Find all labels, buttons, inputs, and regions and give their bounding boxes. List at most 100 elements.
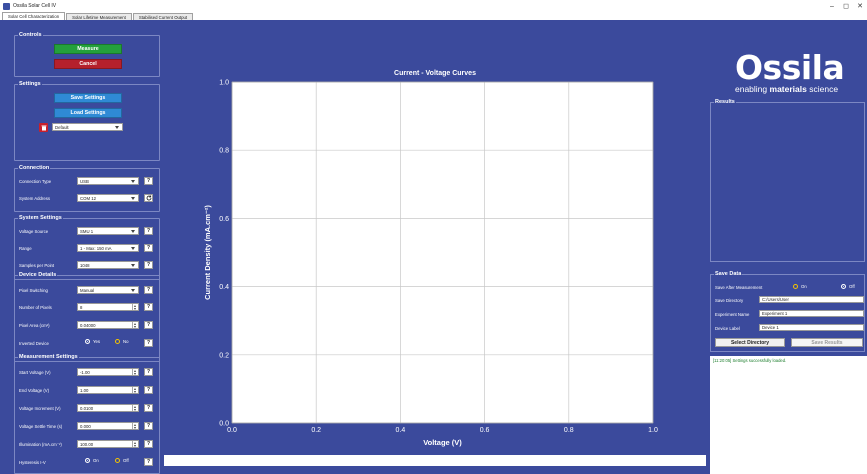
x-axis-label: Voltage (V) [423, 438, 462, 447]
help-icon[interactable]: ? [144, 386, 153, 394]
help-icon[interactable]: ? [144, 422, 153, 430]
ossila-logo: Ossila enabling materials science [735, 48, 855, 96]
radio-unselected-icon [793, 284, 798, 289]
radio-selected-icon [841, 284, 846, 289]
help-icon[interactable]: ? [144, 404, 153, 412]
samples-per-point-select[interactable]: 1048 [77, 261, 139, 269]
hysteresis-on-radio[interactable]: On [85, 458, 99, 463]
system-address-select[interactable]: COM 12 [77, 194, 139, 202]
x-tick-label: 0.6 [480, 427, 490, 434]
tab-solar-cell-characterization[interactable]: Solar Cell Characterization [2, 12, 66, 20]
range-select[interactable]: 1 - Max: 150 mA [77, 244, 139, 252]
experiment-name-field[interactable]: Experiment 1 [759, 310, 864, 317]
load-settings-button[interactable]: Load Settings [54, 108, 122, 118]
x-tick-label: 0.2 [311, 427, 321, 434]
save-settings-button[interactable]: Save Settings [54, 93, 122, 103]
voltage-settle-time-spinbox[interactable]: 0.000 [77, 422, 139, 430]
illumination-spinbox[interactable]: 100.00 [77, 440, 139, 448]
start-voltage-label: Start Voltage (V) [19, 370, 51, 375]
spin-arrows-icon[interactable] [132, 387, 137, 393]
y-tick-label: 0.2 [219, 352, 229, 359]
save-data-group: Save Data Save After Measurement On Off … [710, 271, 865, 352]
select-directory-button[interactable]: Select Directory [715, 338, 785, 347]
pixel-area-spinbox[interactable]: 0.04000 [77, 321, 139, 329]
spin-arrows-icon[interactable] [132, 405, 137, 411]
help-icon[interactable]: ? [144, 321, 153, 329]
settings-profile-select[interactable]: Default [52, 123, 123, 131]
help-icon[interactable]: ? [144, 303, 153, 311]
save-after-off-radio[interactable]: Off [841, 284, 855, 289]
logo-tagline-bold: materials [769, 84, 807, 94]
chevron-down-icon [131, 180, 135, 183]
device-label-field[interactable]: Device 1 [759, 324, 864, 331]
spin-arrows-icon[interactable] [132, 322, 137, 328]
log-output: [11:20:05] Settings successfully loaded. [710, 356, 867, 474]
chevron-down-icon [131, 264, 135, 267]
maximize-button[interactable]: ◻ [843, 3, 849, 10]
progress-bar [164, 455, 706, 466]
pixel-area-value: 0.04000 [80, 322, 96, 328]
help-icon[interactable]: ? [144, 244, 153, 252]
spin-arrows-icon[interactable] [132, 423, 137, 429]
start-voltage-spinbox[interactable]: -1.00 [77, 368, 139, 376]
connection-type-select[interactable]: USB [77, 177, 139, 185]
y-tick-label: 0.4 [219, 284, 229, 291]
app-icon [3, 2, 10, 10]
logo-name: Ossila [735, 48, 845, 87]
settings-profile-value: Default [55, 124, 69, 130]
number-of-pixels-spinbox[interactable]: 8 [77, 303, 139, 311]
help-icon[interactable]: ? [144, 261, 153, 269]
range-value: 1 - Max: 150 mA [80, 245, 112, 251]
inverted-device-label: Inverted Device [19, 341, 49, 346]
settings-group-title: Settings [18, 81, 42, 87]
radio-unselected-icon [115, 458, 120, 463]
results-group: Results [710, 99, 865, 262]
save-after-on-radio[interactable]: On [793, 284, 807, 289]
x-tick-label: 0.4 [396, 427, 406, 434]
end-voltage-spinbox[interactable]: 1.00 [77, 386, 139, 394]
spin-arrows-icon[interactable] [132, 441, 137, 447]
inverted-yes-label: Yes [93, 339, 101, 344]
pixel-switching-value: Manual [80, 287, 95, 293]
inverted-no-radio[interactable]: No [115, 339, 129, 344]
tab-solar-lifetime-measurement[interactable]: Solar Lifetime Measurement [66, 13, 132, 20]
help-icon[interactable]: ? [144, 368, 153, 376]
save-data-group-title: Save Data [714, 271, 743, 277]
radio-selected-icon [85, 458, 90, 463]
connection-group-title: Connection [18, 165, 51, 171]
number-of-pixels-value: 8 [80, 304, 83, 310]
cancel-button[interactable]: Cancel [54, 59, 122, 69]
spin-arrows-icon[interactable] [132, 304, 137, 310]
help-icon[interactable]: ? [144, 440, 153, 448]
help-icon[interactable]: ? [144, 177, 153, 185]
help-icon[interactable]: ? [144, 458, 153, 466]
hysteresis-off-radio[interactable]: Off [115, 458, 129, 463]
refresh-icon[interactable] [144, 194, 153, 202]
help-icon[interactable]: ? [144, 339, 153, 347]
minimize-button[interactable]: – [830, 2, 834, 10]
inverted-yes-radio[interactable]: Yes [85, 339, 100, 344]
help-icon[interactable]: ? [144, 286, 153, 294]
chevron-down-icon [131, 247, 135, 250]
voltage-source-select[interactable]: SMU 1 [77, 227, 139, 235]
chevron-down-icon [115, 126, 119, 129]
chart-svg: 0.0 0.2 0.4 0.6 0.8 1.0 0.0 0.2 0.4 0.6 0.8 1.0 Volt… [203, 80, 658, 448]
save-results-button[interactable]: Save Results [791, 338, 863, 347]
y-axis-label: Current Density (mA.cm⁻²) [203, 205, 212, 300]
spin-arrows-icon[interactable] [132, 369, 137, 375]
pixel-switching-select[interactable]: Manual [77, 286, 139, 294]
help-icon[interactable]: ? [144, 227, 153, 235]
voltage-increment-spinbox[interactable]: 0.0100 [77, 404, 139, 412]
tab-stabilised-current-output[interactable]: Stabilised Current Output [132, 13, 194, 20]
radio-selected-icon [85, 339, 90, 344]
tab-bar: Solar Cell Characterization Solar Lifeti… [0, 12, 867, 20]
controls-group: Controls Measure Cancel [14, 32, 160, 77]
delete-profile-icon[interactable] [39, 123, 48, 132]
connection-type-label: Connection Type [19, 179, 52, 184]
log-message: [11:20:05] Settings successfully loaded. [713, 358, 787, 363]
pixel-area-label: Pixel Area (cm²) [19, 323, 50, 328]
measure-button[interactable]: Measure [54, 44, 122, 54]
plot-area [232, 82, 653, 423]
close-button[interactable]: ✕ [857, 3, 863, 10]
save-directory-field[interactable]: C:/Users/User [759, 296, 864, 303]
